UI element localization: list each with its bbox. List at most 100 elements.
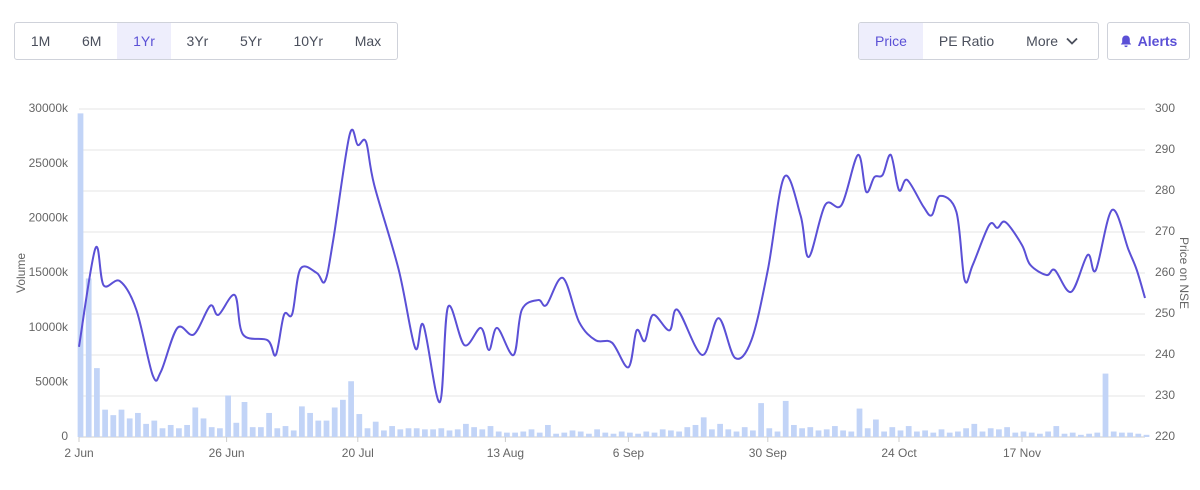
volume-bar <box>635 433 641 437</box>
volume-bar <box>946 432 953 437</box>
x-tick-label: 20 Jul <box>342 446 374 460</box>
volume-bar <box>987 428 994 437</box>
volume-bar <box>290 430 297 437</box>
volume-bar <box>1086 433 1092 437</box>
volume-bar <box>914 431 920 437</box>
volume-bar <box>167 424 174 437</box>
volume-bar <box>520 431 527 437</box>
volume-bar <box>495 431 502 437</box>
volume-bar <box>586 433 592 437</box>
volume-bar <box>225 395 231 437</box>
volume-bar <box>766 428 773 437</box>
y2-tick-label: 280 <box>1155 183 1175 197</box>
volume-bar <box>438 428 445 437</box>
volume-bar <box>422 429 428 437</box>
y2-tick-label: 290 <box>1155 142 1175 156</box>
y-tick-label: 30000k <box>29 101 69 115</box>
range-button[interactable]: 6M <box>66 23 117 59</box>
range-button[interactable]: Max <box>339 23 397 59</box>
view-button-label: More <box>1026 33 1059 49</box>
volume-bar <box>1037 433 1043 437</box>
volume-bar <box>1053 426 1060 437</box>
volume-bar <box>700 417 707 437</box>
volume-bar <box>996 429 1002 437</box>
volume-bar <box>741 427 748 437</box>
volume-bar <box>454 429 461 437</box>
volume-bar <box>364 428 371 437</box>
range-button-label: Max <box>354 33 382 49</box>
volume-bar <box>807 427 814 437</box>
y2-tick-label: 250 <box>1155 306 1175 320</box>
x-tick-label: 26 Jun <box>209 446 245 460</box>
volume-bar <box>307 412 313 437</box>
volume-bar <box>192 407 199 437</box>
y2-tick-label: 300 <box>1155 101 1175 115</box>
range-button[interactable]: 5Yr <box>224 23 277 59</box>
volume-bar <box>889 427 896 437</box>
volume-bar <box>930 432 937 437</box>
volume-bar <box>405 428 412 437</box>
y-tick-label: 15000k <box>29 265 69 279</box>
volume-bar <box>577 431 584 437</box>
x-tick-label: 6 Sep <box>613 446 645 460</box>
volume-bar <box>1061 433 1068 437</box>
volume-bar <box>397 429 404 437</box>
volume-bar <box>1127 432 1133 437</box>
range-button[interactable]: 1Yr <box>117 23 171 59</box>
volume-bar <box>536 432 543 437</box>
view-button[interactable]: More <box>1010 23 1094 59</box>
volume-bar <box>594 429 600 437</box>
volume-bar <box>1012 432 1019 437</box>
y-tick-label: 10000k <box>29 320 69 334</box>
volume-bar <box>471 427 477 437</box>
volume-bar <box>331 407 338 437</box>
price-line <box>78 128 1146 404</box>
y-tick-label: 5000k <box>35 375 69 389</box>
range-button[interactable]: 3Yr <box>171 23 224 59</box>
view-button[interactable]: PE Ratio <box>923 23 1010 59</box>
volume-bar <box>897 430 904 437</box>
volume-bar <box>733 431 740 437</box>
volume-bar <box>151 420 158 437</box>
volume-bar <box>479 429 486 437</box>
volume-bar <box>922 430 928 437</box>
volume-bar <box>873 419 879 437</box>
volume-bar <box>389 426 395 437</box>
range-button-label: 6M <box>81 33 102 49</box>
volume-bar <box>725 429 732 437</box>
volume-bar <box>561 432 568 437</box>
volume-bar <box>1045 431 1051 437</box>
volume-bar <box>840 430 846 437</box>
range-button[interactable]: 10Yr <box>278 23 339 59</box>
range-button-label: 1M <box>30 33 51 49</box>
volume-bar <box>282 426 289 437</box>
range-button-label: 10Yr <box>293 33 324 49</box>
volume-bar <box>979 431 986 437</box>
view-button[interactable]: Price <box>859 23 923 59</box>
x-tick-label: 30 Sep <box>749 446 787 460</box>
range-selector: 1M 6M 1Yr 3Yr 5Yr 10Yr Max <box>14 22 398 60</box>
volume-bar <box>176 428 182 437</box>
y2-axis-label: Price on NSE <box>1177 237 1191 309</box>
volume-bar <box>356 414 363 437</box>
volume-bar <box>372 421 379 437</box>
volume-bar <box>782 400 789 437</box>
volume-bar <box>1119 432 1125 437</box>
y2-tick-label: 240 <box>1155 347 1175 361</box>
volume-bar <box>864 428 871 437</box>
volume-bar <box>463 423 469 437</box>
view-button-label: PE Ratio <box>938 33 995 49</box>
volume-bar <box>348 381 354 437</box>
volume-bar <box>651 432 658 437</box>
volume-bar <box>94 368 100 437</box>
volume-bar <box>1135 433 1142 437</box>
range-button[interactable]: 1M <box>15 23 66 59</box>
volume-bar <box>955 431 961 437</box>
volume-bar <box>512 432 518 437</box>
volume-bar <box>315 420 322 437</box>
volume-bar <box>299 406 305 437</box>
alerts-button[interactable]: Alerts <box>1107 22 1190 60</box>
y-tick-label: 25000k <box>29 156 69 170</box>
